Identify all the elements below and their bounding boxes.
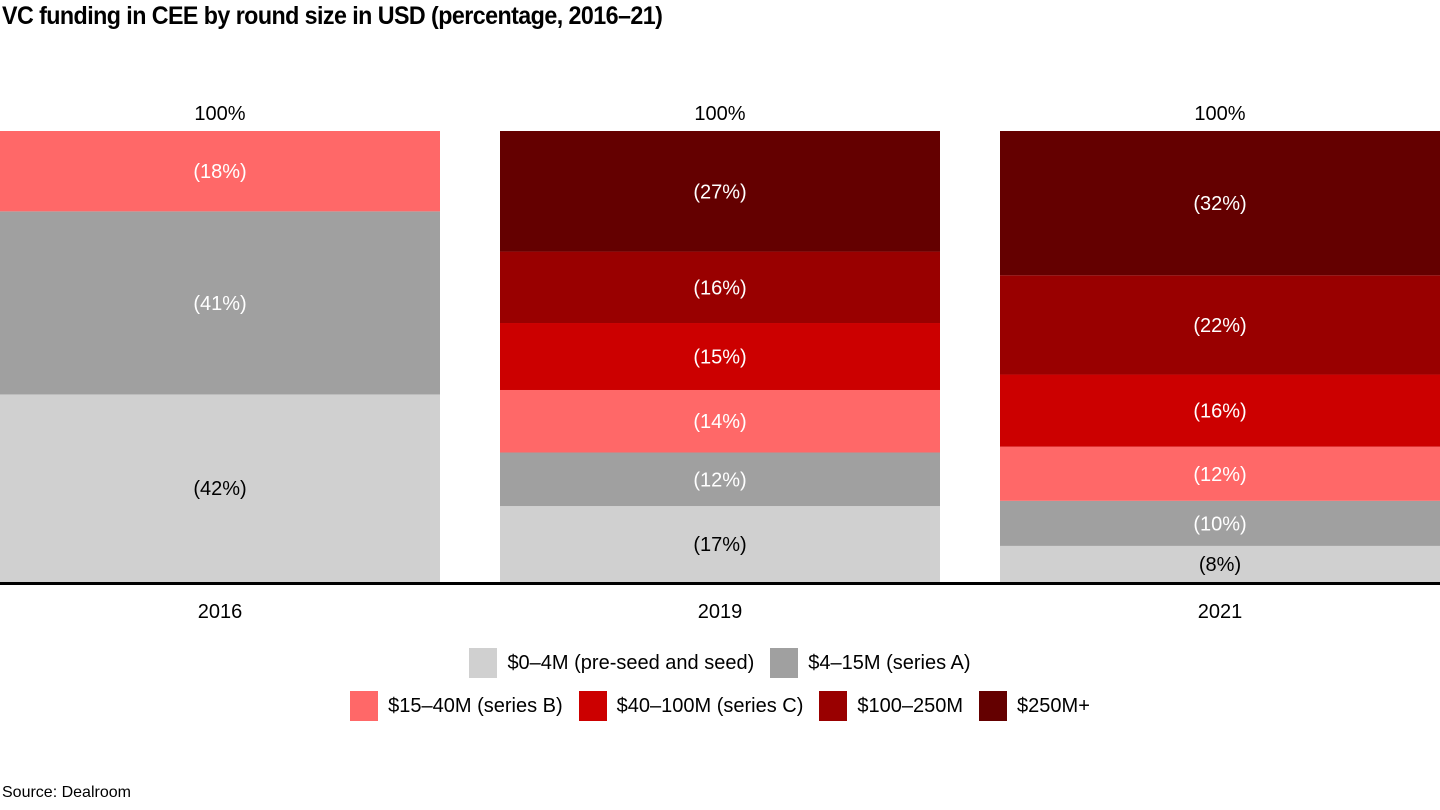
segment-label: (14%) <box>693 411 746 433</box>
bar-2019: (17%) (12%) (14%) (15%) (16%) (27%) <box>500 131 940 582</box>
legend-item: $15–40M (series B) <box>350 691 563 721</box>
source-note: Source: Dealroom <box>2 784 131 801</box>
segment-label: (22%) <box>1193 315 1246 337</box>
legend-item: $250M+ <box>979 691 1090 721</box>
legend-label: $40–100M (series C) <box>616 694 804 717</box>
segment-label: (12%) <box>693 469 746 491</box>
legend-swatch <box>819 691 848 721</box>
bar-segment <box>1000 374 1440 447</box>
x-tick-label: 2019 <box>698 601 743 623</box>
legend-swatch <box>979 691 1008 721</box>
legend-swatch <box>770 648 799 678</box>
chart-title: VC funding in CEE by round size in USD (… <box>2 2 663 30</box>
bar-segment <box>500 452 940 507</box>
segment-label: (41%) <box>193 293 246 315</box>
segment-label: (42%) <box>193 478 246 500</box>
bar-segment <box>1000 131 1440 276</box>
bar-segment <box>1000 500 1440 546</box>
legend-item: $100–250M <box>819 691 963 721</box>
bar-segment <box>1000 545 1440 582</box>
legend-item: $40–100M (series C) <box>578 691 804 721</box>
bar-segment <box>0 131 440 212</box>
total-label: 100% <box>1194 103 1245 125</box>
bar-segment <box>0 211 440 395</box>
legend-row: $0–4M (pre-seed and seed) $4–15M (series … <box>0 648 1440 678</box>
legend-label: $4–15M (series A) <box>808 651 971 674</box>
bar-segment <box>500 131 940 252</box>
legend-label: $250M+ <box>1017 694 1090 717</box>
x-tick-label: 2021 <box>1198 601 1243 623</box>
bar-2021: (8%) (10%) (12%) (16%) (22%) (32%) <box>1000 131 1440 582</box>
segment-label: (8%) <box>1199 554 1241 576</box>
bar-segment <box>500 506 940 582</box>
bar-segment <box>500 389 940 453</box>
segment-label: (12%) <box>1193 464 1246 486</box>
legend-swatch <box>350 691 379 721</box>
total-label: 100% <box>194 103 245 125</box>
legend-swatch <box>469 648 498 678</box>
legend-swatch <box>578 691 607 721</box>
total-label: 100% <box>694 103 745 125</box>
legend-label: $0–4M (pre-seed and seed) <box>507 651 755 674</box>
bar-segment <box>1000 275 1440 375</box>
segment-label: (17%) <box>693 534 746 556</box>
x-tick-label: 2016 <box>198 601 243 623</box>
legend-item: $4–15M (series A) <box>770 648 971 678</box>
legend-label: $100–250M <box>857 694 964 717</box>
segment-label: (16%) <box>693 277 746 299</box>
bar-segment <box>500 323 940 390</box>
segment-label: (18%) <box>193 161 246 183</box>
segment-label: (16%) <box>1193 401 1246 423</box>
legend-item: $0–4M (pre-seed and seed) <box>469 648 754 678</box>
segment-label: (27%) <box>693 181 746 203</box>
segment-label: (15%) <box>693 347 746 369</box>
legend-label: $15–40M (series B) <box>388 694 563 717</box>
segment-label: (32%) <box>1193 193 1246 215</box>
bar-segment <box>0 394 440 582</box>
bar-2016: (42%) (41%) (18%) <box>0 131 440 582</box>
legend-row: $15–40M (series B) $40–100M (series C) $10… <box>0 691 1440 721</box>
bar-segment <box>1000 446 1440 501</box>
segment-label: (10%) <box>1193 513 1246 535</box>
bar-segment <box>500 251 940 324</box>
